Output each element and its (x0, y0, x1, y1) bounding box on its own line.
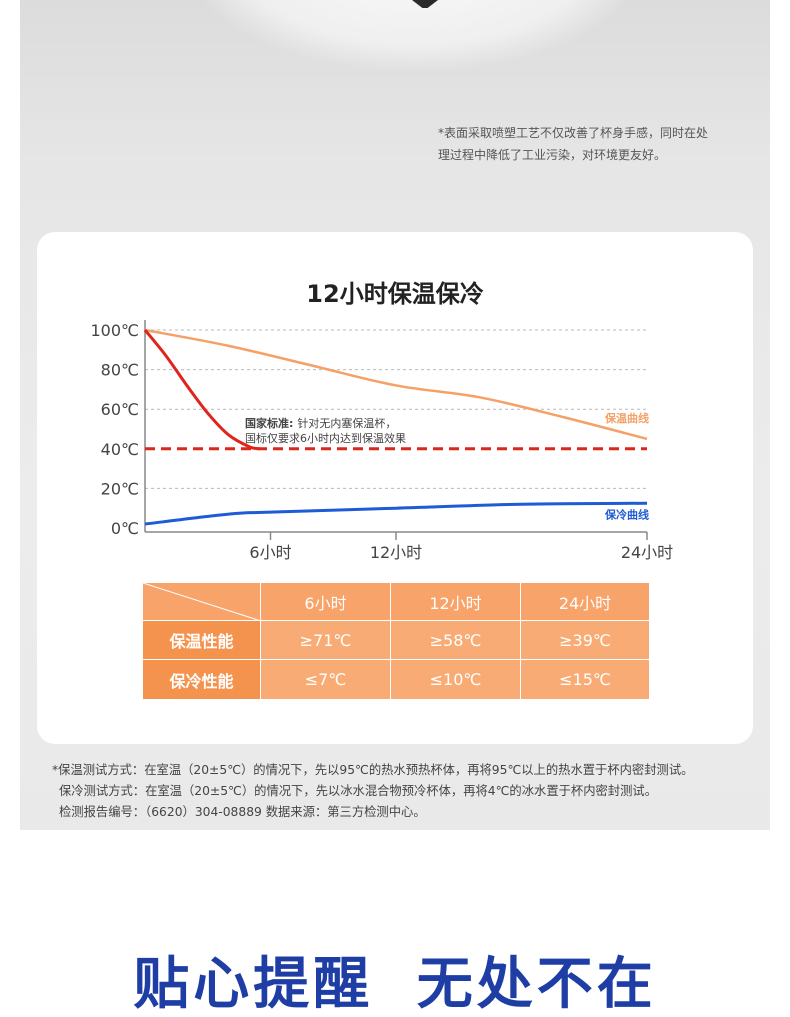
table-cell: ≥71℃ (261, 621, 391, 660)
cup-image (190, 0, 640, 70)
y-tick-label: 60℃ (101, 400, 139, 419)
table-cell: ≤15℃ (521, 660, 649, 699)
annotation-bold: 国家标准: (245, 416, 293, 430)
y-tick-label: 80℃ (101, 361, 139, 380)
table-row-label: 保温性能 (143, 621, 261, 660)
table-header-1: 6小时 (261, 583, 391, 621)
table-cell: ≥39℃ (521, 621, 649, 660)
table-cell: ≤10℃ (391, 660, 521, 699)
slogan-part2: 无处不在 (416, 952, 657, 1017)
y-tick-label: 40℃ (101, 440, 139, 459)
footnote-cold: 保冷测试方式：在室温（20±5℃）的情况下，先以冰水混合物预冷杯体，再将4℃的冰… (59, 784, 657, 798)
series-label-cold: 保冷曲线 (604, 507, 649, 521)
standard-curve (143, 329, 261, 451)
table-cell: ≥58℃ (391, 621, 521, 660)
chart-card: 100℃ 80℃ 60℃ 40℃ 20℃ 0℃ 6小时 12小时 24小时 保温曲线 保冷曲线 国家标… (37, 232, 753, 744)
y-tick-label: 100℃ (90, 321, 139, 340)
y-tick-label: 20℃ (101, 479, 139, 498)
table-header-2: 12小时 (391, 583, 521, 621)
test-footnotes: *保温测试方式：在室温（20±5℃）的情况下，先以95℃的热水预热杯体，再将95… (52, 760, 693, 823)
product-panel: *表面采取喷塑工艺不仅改善了杯身手感，同时在处 理过程中降低了工业污染，对环境更… (20, 0, 770, 830)
performance-table: 6小时 12小时 24小时保温性能 ≥71℃ ≥58℃ ≥39℃ 保冷性能 ≤7℃ ≤10℃ ≤1… (143, 582, 649, 699)
table-cell: ≤7℃ (261, 660, 391, 699)
x-tick-label: 24小时 (621, 543, 673, 562)
table-row-label: 保冷性能 (143, 660, 261, 699)
footnote-report: 检测报告编号：（6620）304-08889 数据来源：第三方检测中心。 (59, 805, 426, 819)
chart-title: 12小时保温保冷 (306, 280, 484, 308)
x-tick-label: 12小时 (370, 543, 422, 562)
coating-note-line2: 理过程中降低了工业污染，对环境更友好。 (438, 148, 667, 162)
series-label-heat: 保温曲线 (604, 411, 649, 425)
y-tick-label: 0℃ (111, 519, 139, 538)
standard-annotation-line2: 国标仅要求6小时内达到保温效果 (245, 431, 406, 445)
x-tick-label: 6小时 (249, 543, 291, 562)
standard-annotation-line1: 国家标准: 针对无内塞保温杯， (245, 416, 396, 430)
cold-retention-curve (144, 501, 648, 526)
cup-logo-mark (412, 0, 438, 8)
annotation-rest: 针对无内塞保温杯， (297, 416, 396, 430)
table-corner-cell (143, 582, 261, 621)
heat-retention-curve (144, 328, 648, 441)
table-header-3: 24小时 (521, 583, 649, 621)
slogan-part1: 贴心提醒 (133, 952, 374, 1017)
footnote-heat: *保温测试方式：在室温（20±5℃）的情况下，先以95℃的热水预热杯体，再将95… (52, 763, 694, 777)
coating-note: *表面采取喷塑工艺不仅改善了杯身手感，同时在处 理过程中降低了工业污染，对环境更… (438, 122, 758, 166)
corner-diagonal (143, 582, 260, 621)
coating-note-line1: *表面采取喷塑工艺不仅改善了杯身手感，同时在处 (438, 126, 709, 140)
slogan: 贴心提醒 无处不在 (0, 955, 790, 1015)
